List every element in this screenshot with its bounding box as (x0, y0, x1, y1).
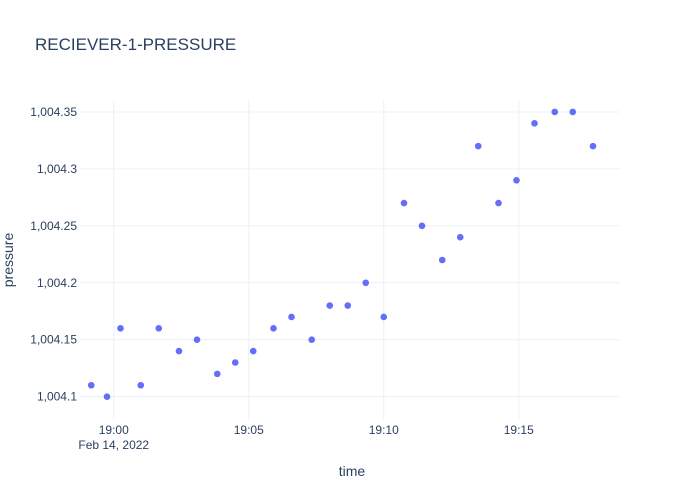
data-point (137, 381, 145, 389)
data-point (400, 199, 408, 207)
data-point (288, 313, 295, 321)
data-point (456, 233, 464, 241)
data-point (474, 142, 482, 150)
y-axis-title: pressure (0, 233, 16, 288)
data-point (155, 325, 163, 332)
y-tick-label: 1,004.35 (30, 105, 77, 119)
y-tick-label: 1,004.1 (37, 390, 77, 404)
data-point (495, 199, 502, 207)
data-point (87, 381, 95, 389)
data-point (308, 336, 316, 344)
x-tick-label: 19:05 (234, 423, 264, 437)
data-point (531, 120, 538, 127)
data-point (551, 108, 559, 116)
data-points (87, 108, 597, 400)
x-tick-label: 19:00 (99, 423, 129, 437)
y-tick-labels: 1,004.1 1,004.15 1,004.2 1,004.25 1,004.3 1,0… (30, 105, 77, 404)
data-point (231, 359, 239, 366)
data-point (117, 325, 124, 332)
data-point (362, 279, 370, 287)
data-point (270, 325, 277, 332)
y-tick-label: 1,004.15 (30, 333, 77, 347)
x-axis-title: time (339, 463, 366, 479)
data-point (418, 222, 426, 230)
data-point (249, 347, 257, 355)
data-point (438, 256, 446, 264)
data-point (175, 347, 183, 355)
data-point (513, 176, 520, 184)
data-point (326, 302, 334, 309)
y-tick-label: 1,004.25 (30, 219, 77, 233)
chart-title: RECIEVER-1-PRESSURE (35, 35, 236, 54)
data-point (380, 313, 388, 321)
x-tick-sublabel: Feb 14, 2022 (78, 438, 149, 452)
y-tick-label: 1,004.2 (37, 276, 77, 290)
x-gridlines (113, 100, 520, 420)
x-tick-label: 19:15 (504, 423, 534, 437)
data-point (589, 142, 597, 150)
x-tick-label: 19:10 (369, 423, 399, 437)
y-tick-label: 1,004.3 (37, 162, 77, 176)
data-point (213, 370, 221, 378)
data-point (569, 108, 577, 116)
data-point (103, 393, 111, 400)
data-point (193, 336, 201, 344)
plot-area (80, 100, 620, 420)
data-point (344, 302, 352, 309)
y-gridlines (80, 111, 620, 398)
